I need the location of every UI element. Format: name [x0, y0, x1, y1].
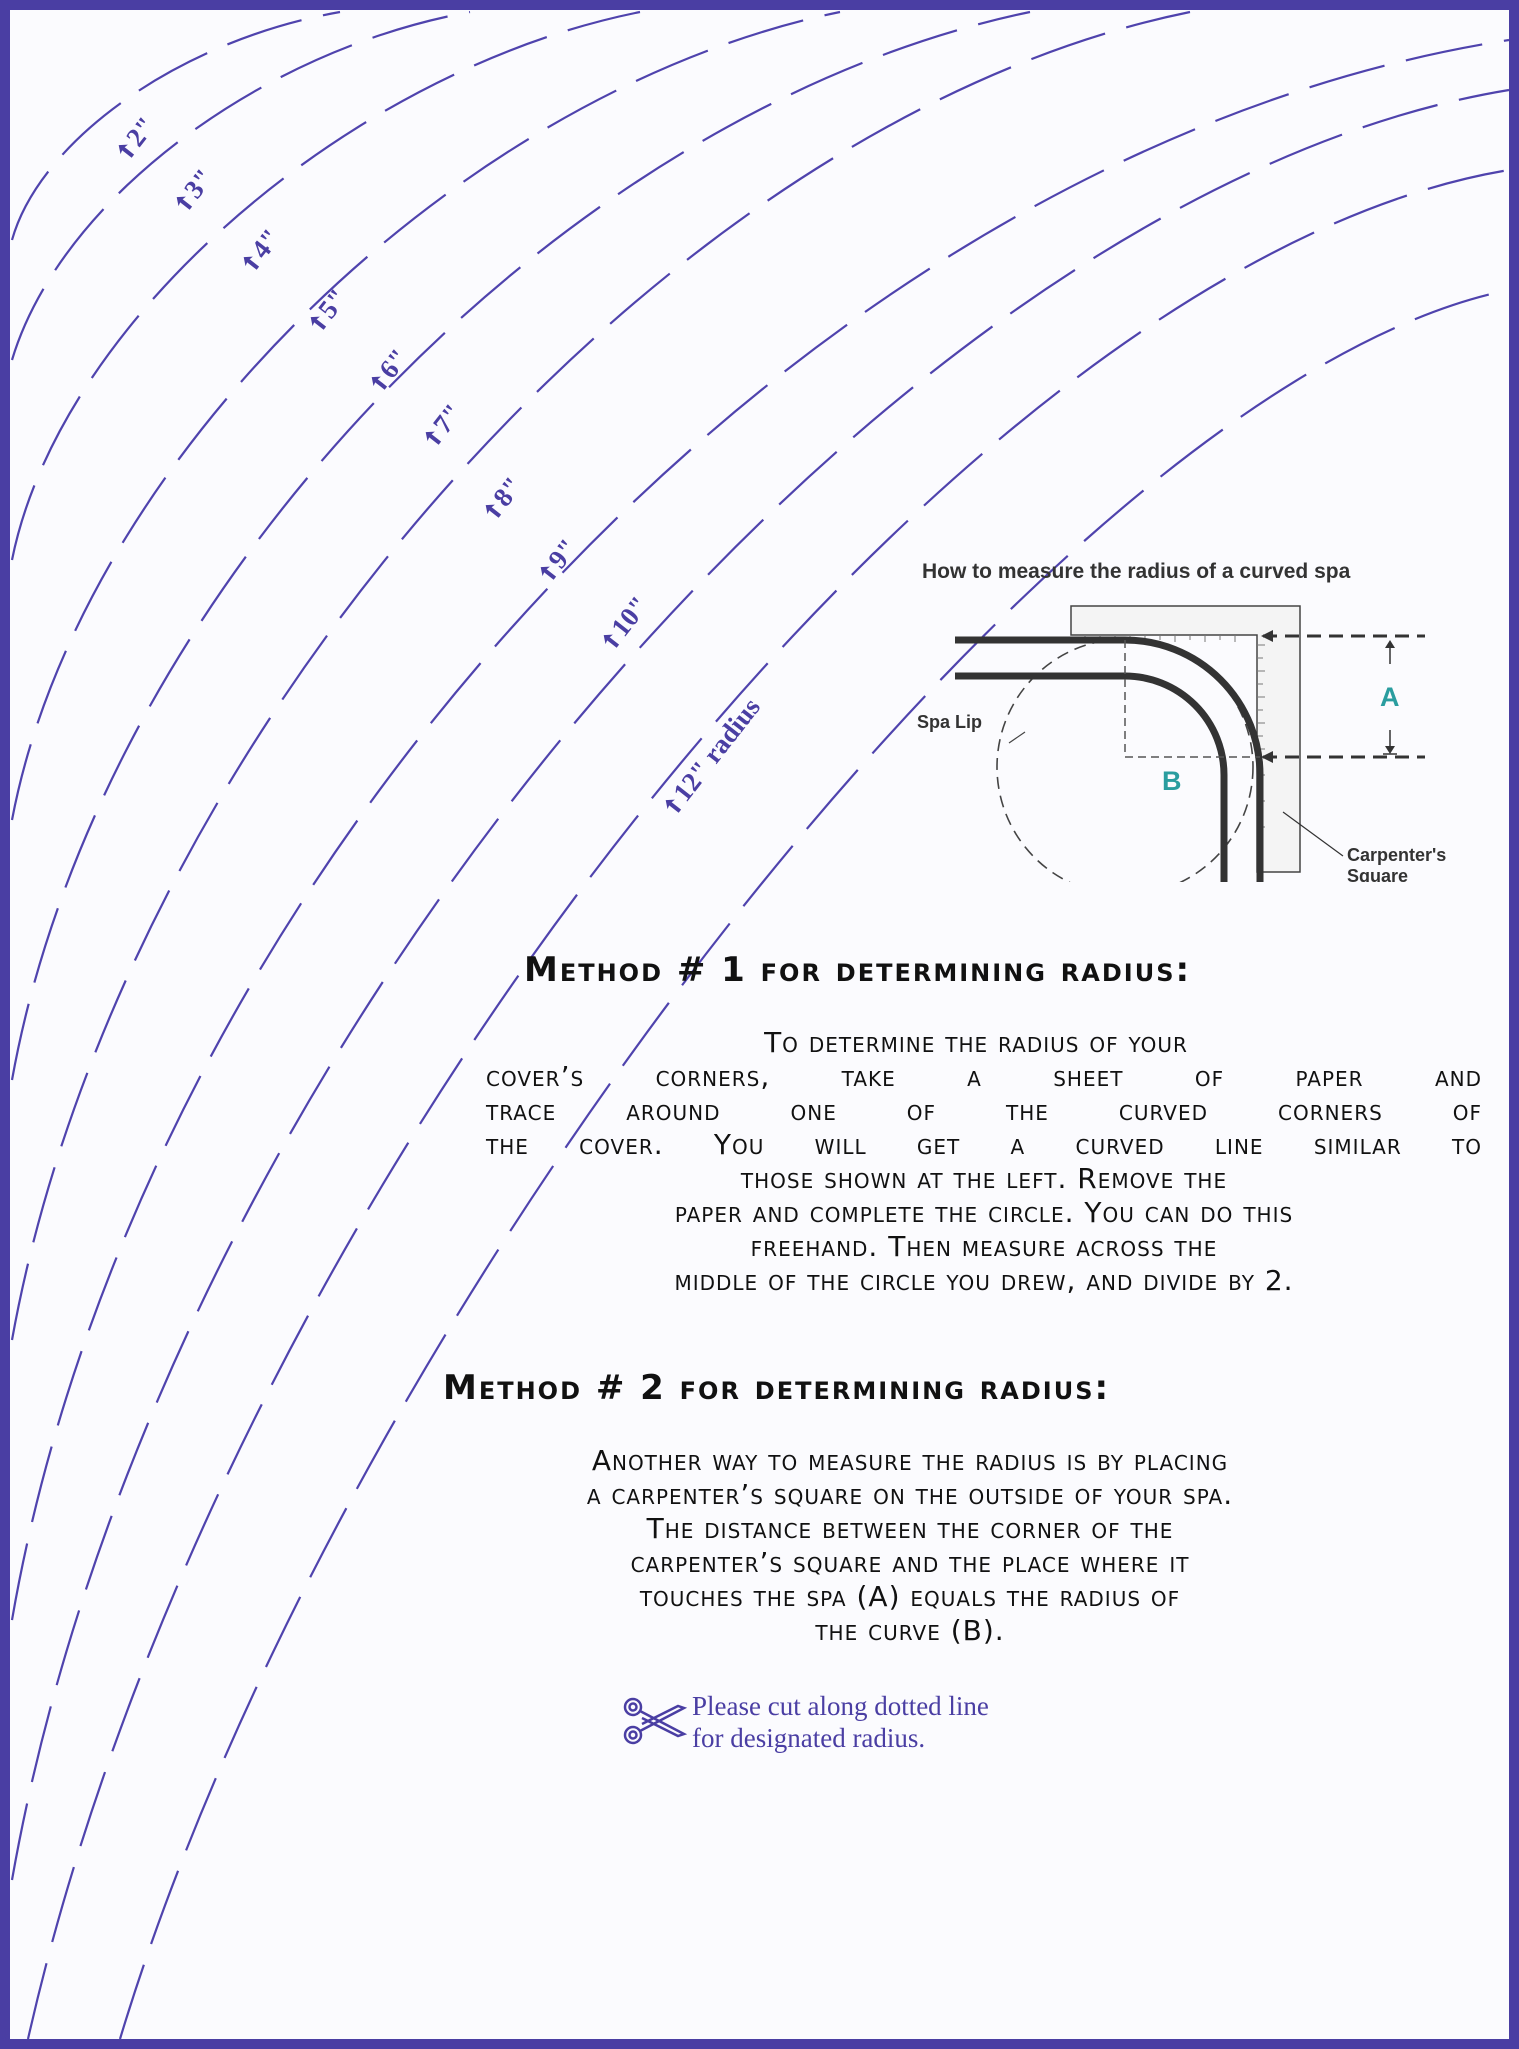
carpenters-square-shape: [1070, 605, 1301, 873]
radius-label-text: 10": [605, 590, 654, 642]
radius-arrow-icon: [176, 196, 193, 210]
square-ruler-ticks: [1084, 635, 1265, 841]
radius-label-text: 12" radius: [667, 692, 766, 807]
radius-label: 9": [540, 533, 583, 580]
method-1-line-3: trace around one of the curved corners o…: [486, 1094, 1482, 1127]
traced-circle: [996, 638, 1254, 882]
radius-label: 8": [485, 471, 528, 518]
radius-label: 2": [118, 111, 161, 158]
radius-arrow-icon: [540, 566, 557, 580]
spa-lip-inner: [955, 672, 1228, 882]
radius-curve: [10, 10, 1191, 1341]
radius-arrow-icon: [243, 256, 260, 270]
method-1-line-6: paper and complete the circle. You can d…: [674, 1196, 1294, 1229]
radius-arrow-icon: [371, 376, 388, 390]
radius-curve: [10, 10, 1031, 1081]
radius-arrow-icon: [310, 316, 327, 330]
radius-label: 3": [176, 163, 219, 210]
cut-note-line-1: Please cut along dotted line: [692, 1691, 989, 1721]
method-2-line-6: the curve (B).: [815, 1614, 1005, 1647]
carpenters-square-label-2: Square: [1347, 866, 1408, 882]
method-2-line-2: a carpenter’s square on the outside of y…: [586, 1478, 1234, 1511]
cut-instruction: Please cut along dotted line for designa…: [622, 1690, 989, 1754]
radius-curve: [10, 38, 1510, 1621]
method-2-line-3: The distance between the corner of the: [646, 1512, 1174, 1545]
radius-label: 5": [310, 283, 353, 330]
radius-arrow-icon: [118, 144, 135, 158]
radius-label: 4": [243, 223, 286, 270]
diagram-figure: A B Spa Lip Carpenter's Square: [917, 605, 1446, 882]
cut-note-line-2: for designated radius.: [692, 1723, 926, 1753]
scissors-icon: [623, 1697, 688, 1745]
spa-lip-label: Spa Lip: [917, 712, 982, 732]
radius-curve: [10, 10, 641, 561]
method-1-line-4: the cover. You will get a curved line si…: [486, 1128, 1483, 1161]
radius-arrow-icon: [485, 504, 502, 518]
method-1-line-8: middle of the circle you drew, and divid…: [674, 1264, 1294, 1297]
radius-label: 12" radius: [665, 692, 766, 813]
method-2-line-4: carpenter’s square and the place where i…: [630, 1546, 1190, 1579]
carpenters-square-label-1: Carpenter's: [1347, 845, 1446, 865]
diagram-title: How to measure the radius of a curved sp…: [922, 560, 1351, 583]
radius-curve: [10, 10, 841, 821]
method-1-heading: Method # 1 for determining radius:: [524, 950, 1192, 990]
radius-curve: [26, 168, 1510, 2040]
radius-curve: [10, 10, 471, 361]
label-b: B: [1162, 766, 1182, 796]
radius-label: 7": [425, 398, 468, 445]
method-2-line-1: Another way to measure the radius is by …: [591, 1444, 1229, 1477]
radius-arrow-icon: [425, 431, 442, 445]
label-a: A: [1380, 682, 1400, 712]
method-1-line-1: To determine the radius of your: [764, 1026, 1188, 1059]
radius-label: 10": [603, 590, 655, 648]
radius-curve: [118, 288, 1510, 2040]
radius-arrow-icon: [603, 634, 620, 648]
method-1-line-5: those shown at the left. Remove the: [740, 1162, 1228, 1195]
radius-curve: [10, 88, 1510, 1881]
radius-label: 6": [371, 343, 414, 390]
method-2-heading: Method # 2 for determining radius:: [443, 1368, 1111, 1408]
method-2-paragraph: Another way to measure the radius is by …: [390, 1444, 1430, 1648]
method-1-line-7: freehand. Then measure across the: [750, 1230, 1218, 1263]
radius-arrow-icon: [665, 799, 682, 813]
method-1-paragraph: To determine the radius of your cover’s …: [486, 1026, 1482, 1298]
spa-lip-outer: [955, 636, 1264, 882]
method-1-line-2: cover’s corners, take a sheet of paper a…: [486, 1060, 1482, 1093]
radius-curve: [10, 10, 341, 241]
measure-diagram: How to measure the radius of a curved sp…: [905, 560, 1465, 882]
method-2-line-5: touches the spa (A) equals the radius of: [639, 1580, 1181, 1613]
